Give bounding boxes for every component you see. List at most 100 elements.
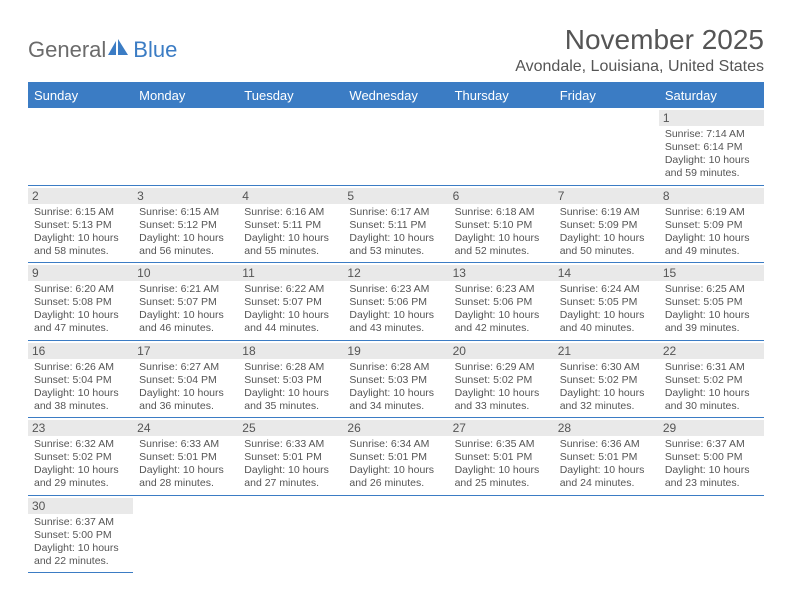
calendar-table: SundayMondayTuesdayWednesdayThursdayFrid… — [28, 83, 764, 573]
daylight-text: Daylight: 10 hours and 30 minutes. — [665, 387, 758, 413]
sunset-text: Sunset: 5:13 PM — [34, 219, 127, 232]
sunrise-text: Sunrise: 6:30 AM — [560, 361, 653, 374]
sunset-text: Sunset: 5:01 PM — [244, 451, 337, 464]
day-number: 1 — [659, 110, 764, 126]
sunrise-text: Sunrise: 6:36 AM — [560, 438, 653, 451]
calendar-day-cell: 29Sunrise: 6:37 AMSunset: 5:00 PMDayligh… — [659, 418, 764, 496]
day-number: 17 — [133, 343, 238, 359]
day-number: 13 — [449, 265, 554, 281]
logo-text-general: General — [28, 37, 106, 63]
day-number: 21 — [554, 343, 659, 359]
sunset-text: Sunset: 5:00 PM — [665, 451, 758, 464]
calendar-day-cell: 11Sunrise: 6:22 AMSunset: 5:07 PMDayligh… — [238, 263, 343, 341]
sunset-text: Sunset: 5:08 PM — [34, 296, 127, 309]
sunrise-text: Sunrise: 6:32 AM — [34, 438, 127, 451]
calendar-day-cell: 10Sunrise: 6:21 AMSunset: 5:07 PMDayligh… — [133, 263, 238, 341]
daylight-text: Daylight: 10 hours and 46 minutes. — [139, 309, 232, 335]
calendar-week-row: 2Sunrise: 6:15 AMSunset: 5:13 PMDaylight… — [28, 185, 764, 263]
daylight-text: Daylight: 10 hours and 59 minutes. — [665, 154, 758, 180]
day-number: 16 — [28, 343, 133, 359]
calendar-week-row: 16 Sunrise: 6:26 AMSunset: 5:04 PMDayligh… — [28, 340, 764, 418]
calendar-day-cell: 21 Sunrise: 6:30 AMSunset: 5:02 PMDayligh… — [554, 340, 659, 418]
day-info: Sunrise: 6:24 AMSunset: 5:05 PMDaylight:… — [560, 283, 653, 336]
day-info: Sunrise: 6:35 AMSunset: 5:01 PMDaylight:… — [455, 438, 548, 491]
daylight-text: Daylight: 10 hours and 39 minutes. — [665, 309, 758, 335]
logo: General Blue — [28, 37, 177, 63]
day-info: Sunrise: 6:26 AMSunset: 5:04 PMDaylight:… — [34, 361, 127, 414]
calendar-week-row: 9 Sunrise: 6:20 AMSunset: 5:08 PMDaylight… — [28, 263, 764, 341]
sunrise-text: Sunrise: 6:31 AM — [665, 361, 758, 374]
daylight-text: Daylight: 10 hours and 53 minutes. — [349, 232, 442, 258]
day-info: Sunrise: 6:37 AMSunset: 5:00 PMDaylight:… — [34, 516, 127, 569]
day-number: 26 — [343, 420, 448, 436]
day-info: Sunrise: 6:20 AMSunset: 5:08 PMDaylight:… — [34, 283, 127, 336]
sunset-text: Sunset: 5:09 PM — [665, 219, 758, 232]
calendar-week-row: 23Sunrise: 6:32 AMSunset: 5:02 PMDayligh… — [28, 418, 764, 496]
day-number: 15 — [659, 265, 764, 281]
calendar-day-cell: 30Sunrise: 6:37 AMSunset: 5:00 PMDayligh… — [28, 495, 133, 573]
daylight-text: Daylight: 10 hours and 49 minutes. — [665, 232, 758, 258]
sunrise-text: Sunrise: 6:18 AM — [455, 206, 548, 219]
calendar-week-row: 30Sunrise: 6:37 AMSunset: 5:00 PMDayligh… — [28, 495, 764, 573]
calendar-day-cell: 3 Sunrise: 6:15 AMSunset: 5:12 PMDaylight… — [133, 185, 238, 263]
daylight-text: Daylight: 10 hours and 52 minutes. — [455, 232, 548, 258]
day-number: 20 — [449, 343, 554, 359]
sunrise-text: Sunrise: 6:22 AM — [244, 283, 337, 296]
calendar-day-cell: 8Sunrise: 6:19 AMSunset: 5:09 PMDaylight… — [659, 185, 764, 263]
daylight-text: Daylight: 10 hours and 32 minutes. — [560, 387, 653, 413]
weekday-header-cell: Saturday — [659, 83, 764, 108]
sunrise-text: Sunrise: 6:26 AM — [34, 361, 127, 374]
day-info: Sunrise: 6:29 AMSunset: 5:02 PMDaylight:… — [455, 361, 548, 414]
sunrise-text: Sunrise: 6:33 AM — [244, 438, 337, 451]
day-number: 3 — [133, 188, 238, 204]
day-number: 2 — [28, 188, 133, 204]
sunset-text: Sunset: 5:06 PM — [349, 296, 442, 309]
daylight-text: Daylight: 10 hours and 44 minutes. — [244, 309, 337, 335]
sunset-text: Sunset: 5:12 PM — [139, 219, 232, 232]
calendar-day-cell: 7Sunrise: 6:19 AMSunset: 5:09 PMDaylight… — [554, 185, 659, 263]
day-number: 4 — [238, 188, 343, 204]
day-info: Sunrise: 6:32 AMSunset: 5:02 PMDaylight:… — [34, 438, 127, 491]
sunset-text: Sunset: 5:02 PM — [455, 374, 548, 387]
day-info: Sunrise: 6:31 AMSunset: 5:02 PMDaylight:… — [665, 361, 758, 414]
sunset-text: Sunset: 6:14 PM — [665, 141, 758, 154]
day-info: Sunrise: 6:15 AMSunset: 5:13 PMDaylight:… — [34, 206, 127, 259]
weekday-header-cell: Friday — [554, 83, 659, 108]
daylight-text: Daylight: 10 hours and 22 minutes. — [34, 542, 127, 568]
calendar-day-cell — [238, 495, 343, 573]
sunset-text: Sunset: 5:05 PM — [665, 296, 758, 309]
sunrise-text: Sunrise: 7:14 AM — [665, 128, 758, 141]
calendar-day-cell: 22 Sunrise: 6:31 AMSunset: 5:02 PMDayligh… — [659, 340, 764, 418]
sunset-text: Sunset: 5:09 PM — [560, 219, 653, 232]
weekday-header-cell: Thursday — [449, 83, 554, 108]
calendar-day-cell — [449, 495, 554, 573]
sunset-text: Sunset: 5:02 PM — [560, 374, 653, 387]
sunrise-text: Sunrise: 6:19 AM — [665, 206, 758, 219]
day-number: 9 — [28, 265, 133, 281]
day-number: 19 — [343, 343, 448, 359]
weekday-header-cell: Sunday — [28, 83, 133, 108]
calendar-day-cell: 16 Sunrise: 6:26 AMSunset: 5:04 PMDayligh… — [28, 340, 133, 418]
calendar-day-cell: 4Sunrise: 6:16 AMSunset: 5:11 PMDaylight… — [238, 185, 343, 263]
calendar-day-cell — [449, 108, 554, 185]
sunrise-text: Sunrise: 6:24 AM — [560, 283, 653, 296]
day-number: 25 — [238, 420, 343, 436]
calendar-day-cell: 25Sunrise: 6:33 AMSunset: 5:01 PMDayligh… — [238, 418, 343, 496]
sunset-text: Sunset: 5:07 PM — [139, 296, 232, 309]
sunset-text: Sunset: 5:02 PM — [34, 451, 127, 464]
calendar-day-cell: 9 Sunrise: 6:20 AMSunset: 5:08 PMDaylight… — [28, 263, 133, 341]
daylight-text: Daylight: 10 hours and 36 minutes. — [139, 387, 232, 413]
day-number: 22 — [659, 343, 764, 359]
logo-text-blue: Blue — [133, 37, 177, 63]
day-info: Sunrise: 6:19 AMSunset: 5:09 PMDaylight:… — [665, 206, 758, 259]
sunrise-text: Sunrise: 6:15 AM — [139, 206, 232, 219]
day-info: Sunrise: 6:36 AMSunset: 5:01 PMDaylight:… — [560, 438, 653, 491]
day-info: Sunrise: 6:21 AMSunset: 5:07 PMDaylight:… — [139, 283, 232, 336]
sunrise-text: Sunrise: 6:28 AM — [244, 361, 337, 374]
daylight-text: Daylight: 10 hours and 26 minutes. — [349, 464, 442, 490]
sunset-text: Sunset: 5:01 PM — [349, 451, 442, 464]
sunset-text: Sunset: 5:10 PM — [455, 219, 548, 232]
daylight-text: Daylight: 10 hours and 56 minutes. — [139, 232, 232, 258]
day-info: Sunrise: 6:23 AMSunset: 5:06 PMDaylight:… — [349, 283, 442, 336]
calendar-day-cell — [238, 108, 343, 185]
